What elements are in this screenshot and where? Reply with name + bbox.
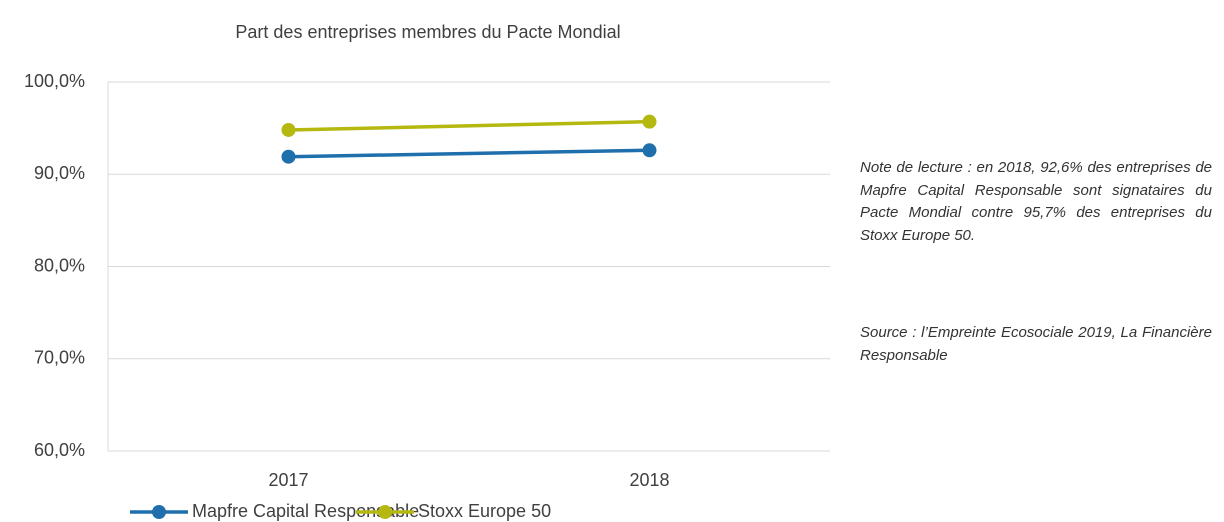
series-line [288, 119, 650, 132]
chart: Part des entreprises membres du Pacte Mo… [24, 22, 830, 521]
y-tick-label: 90,0% [34, 163, 85, 183]
y-tick-label: 60,0% [34, 440, 85, 460]
x-tick-label: 2018 [629, 470, 669, 490]
source-note: Source : l’Empreinte Ecosociale 2019, La… [860, 324, 1212, 364]
data-point [642, 143, 657, 158]
y-tick-label: 80,0% [34, 255, 85, 275]
data-point [281, 122, 296, 137]
legend-label: Mapfre Capital Responsable [192, 501, 419, 521]
chart-title: Part des entreprises membres du Pacte Mo… [235, 22, 620, 42]
data-point [281, 149, 296, 164]
y-tick-label: 70,0% [34, 348, 85, 368]
y-tick-label: 100,0% [24, 71, 85, 91]
legend-label: Stoxx Europe 50 [418, 501, 551, 521]
data-point [642, 114, 657, 129]
legend-marker [378, 505, 392, 519]
series-line [288, 148, 650, 159]
legend-marker [152, 505, 166, 519]
note: Note de lecture : en 2018, 92,6% des ent… [860, 159, 1212, 244]
x-tick-label: 2017 [268, 470, 308, 490]
